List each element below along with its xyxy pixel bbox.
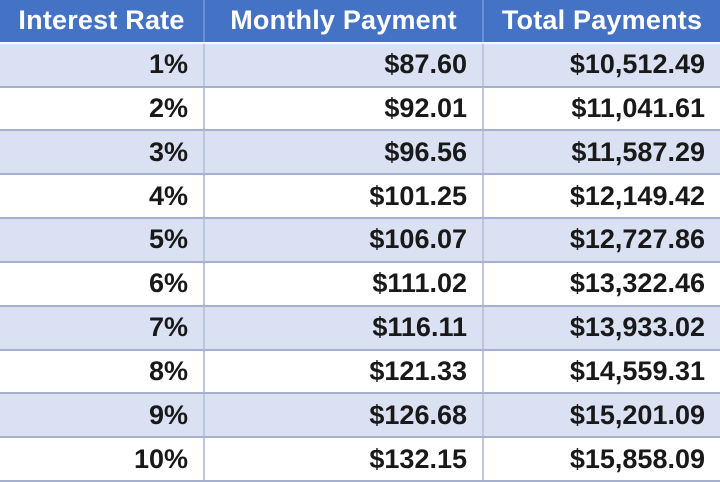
column-header-interest-rate: Interest Rate (18, 5, 185, 36)
total-payments-value: $15,858.09 (482, 438, 720, 480)
table-row: 3% $96.56 $11,587.29 (0, 129, 720, 174)
interest-rate-value: 4% (148, 180, 188, 211)
table-row: 2% $92.01 $11,041.61 (0, 85, 720, 130)
interest-rate-value: 7% (148, 312, 188, 343)
total-payments-value: $13,933.02 (482, 306, 720, 349)
table-row: 9% $126.68 $15,201.09 (0, 392, 720, 437)
monthly-payment-value: $96.56 (203, 131, 482, 174)
monthly-payment-value: $126.68 (203, 394, 482, 437)
monthly-payment-value: $92.01 (203, 87, 482, 130)
interest-rate-value: 9% (148, 399, 188, 430)
total-payments-value: $11,587.29 (482, 131, 720, 174)
table-row: 8% $121.33 $14,559.31 (0, 348, 720, 393)
interest-rate-value: 1% (148, 49, 188, 80)
table-row: 6% $111.02 $13,322.46 (0, 260, 720, 305)
total-payments-value: $12,149.42 (482, 175, 720, 218)
table-header-row: Interest Rate Monthly Payment Total Paym… (0, 0, 720, 42)
total-payments-value: $15,201.09 (482, 394, 720, 437)
interest-rate-value: 5% (148, 224, 188, 255)
interest-rate-value: 2% (148, 93, 188, 124)
monthly-payment-value: $106.07 (203, 219, 482, 261)
monthly-payment-value: $121.33 (203, 350, 482, 393)
table-row: 10% $132.15 $15,858.09 (0, 436, 720, 482)
table-row: 4% $101.25 $12,149.42 (0, 173, 720, 218)
total-payments-value: $11,041.61 (482, 87, 720, 130)
table-row: 5% $106.07 $12,727.86 (0, 217, 720, 261)
monthly-payment-value: $87.60 (203, 43, 482, 86)
monthly-payment-value: $116.11 (203, 306, 482, 349)
column-header-monthly-payment: Monthly Payment (203, 0, 482, 42)
interest-rate-value: 8% (148, 355, 188, 386)
total-payments-value: $14,559.31 (482, 350, 720, 393)
interest-rate-value: 6% (148, 268, 188, 299)
interest-rate-value: 10% (133, 443, 188, 474)
total-payments-value: $13,322.46 (482, 262, 720, 305)
total-payments-value: $10,512.49 (482, 43, 720, 86)
interest-rate-value: 3% (148, 136, 188, 167)
table-row: 7% $116.11 $13,933.02 (0, 304, 720, 349)
table-row: 1% $87.60 $10,512.49 (0, 41, 720, 86)
monthly-payment-value: $132.15 (203, 438, 482, 480)
monthly-payment-value: $101.25 (203, 175, 482, 218)
monthly-payment-value: $111.02 (203, 262, 482, 305)
total-payments-value: $12,727.86 (482, 219, 720, 261)
column-header-total-payments: Total Payments (482, 0, 720, 42)
